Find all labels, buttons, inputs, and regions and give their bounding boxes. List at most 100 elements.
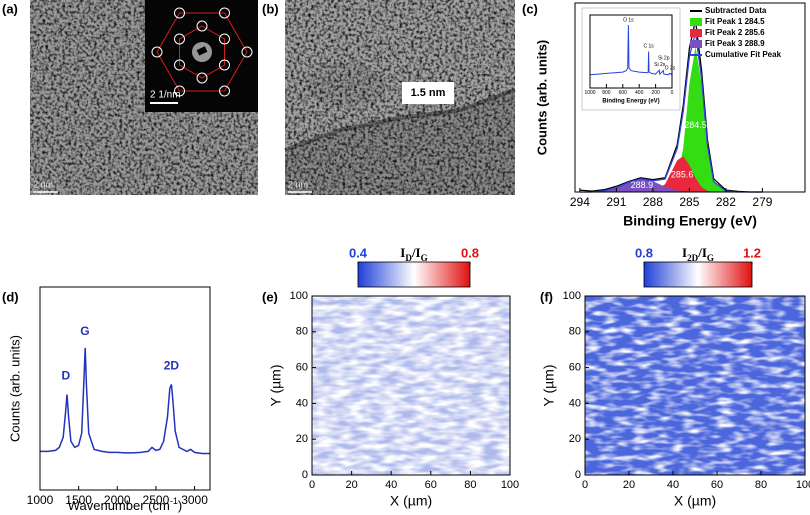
annotation: G [80, 324, 89, 338]
legend-swatch [690, 40, 702, 48]
x-tick-label: 0 [309, 479, 315, 491]
x-tick-label: 285 [679, 195, 699, 209]
x-tick-label: 80 [464, 479, 476, 491]
x-tick-label: 800 [602, 90, 611, 96]
fit-peak-area [579, 178, 763, 192]
spectrum-line [40, 347, 210, 455]
annotation: 2D [164, 358, 180, 372]
x-tick-label: 40 [385, 479, 397, 491]
annotation: C 1s [643, 44, 654, 50]
x-tick-label: 279 [752, 195, 772, 209]
colorbar-label-part: 2D [687, 253, 699, 263]
inset-line [589, 24, 673, 76]
x-tick-label: 2000 [104, 493, 131, 507]
x-axis-label: Binding Energy (eV) [623, 213, 757, 229]
colorbar-tick-label: 0.4 [349, 245, 368, 260]
scale-label: 2 nm [33, 179, 53, 189]
y-axis-label: Y (µm) [541, 364, 557, 406]
x-tick-label: 400 [635, 90, 644, 96]
annotation: 284.5 [684, 120, 707, 130]
panel-label: (e) [262, 289, 278, 304]
legend-label: Fit Peak 1 284.5 [705, 17, 765, 26]
x-axis-label: Wavenumber (cm-1) [68, 496, 183, 513]
x-tick-label: 600 [619, 90, 628, 96]
y-tick-label: 0 [575, 469, 581, 481]
x-axis-label-part: -1 [170, 496, 178, 506]
thickness-label: 1.5 nm [411, 87, 446, 99]
colorbar-label: I2D/IG [682, 245, 714, 263]
x-tick-label: 0 [671, 90, 674, 96]
legend-label: Cumulative Fit Peak [705, 50, 782, 59]
map-texture [312, 296, 510, 475]
colorbar-tick-label: 1.2 [743, 245, 761, 260]
plot-frame [589, 14, 673, 89]
colorbar-label-part: I [682, 245, 687, 260]
colorbar [643, 261, 753, 288]
inset-x-label: Binding Energy (eV) [602, 99, 659, 105]
annotation: Si 2s [654, 62, 666, 68]
y-tick-label: 60 [569, 362, 581, 374]
x-tick-label: 100 [501, 479, 519, 491]
panel-label: (f) [540, 289, 553, 304]
colorbar-label: ID/IG [400, 245, 427, 263]
legend-swatch [690, 29, 702, 37]
x-tick-label: 80 [755, 479, 767, 491]
colorbar-tick-label: 0.8 [635, 245, 653, 260]
x-tick-label: 40 [667, 479, 679, 491]
x-tick-label: 200 [651, 90, 660, 96]
x-tick-label: 294 [570, 195, 590, 209]
x-axis-label: X (µm) [390, 493, 432, 509]
colorbar-label-part: I [400, 245, 405, 260]
legend-label: Subtracted Data [705, 6, 767, 15]
legend-label: Fit Peak 3 288.9 [705, 39, 765, 48]
x-tick-label: 291 [606, 195, 626, 209]
x-tick-label: 60 [711, 479, 723, 491]
x-tick-label: 1000 [27, 493, 54, 507]
plot-frame [584, 295, 806, 476]
colorbar-label-part: G [421, 253, 428, 263]
colorbar-label-part: /I [697, 245, 707, 260]
tem-image-a: 2 1/nm 2 nm [30, 0, 258, 195]
colorbar-label-part: /I [411, 245, 421, 260]
x-tick-label: 60 [425, 479, 437, 491]
y-tick-label: 100 [290, 290, 308, 302]
x-tick-label: 0 [582, 479, 588, 491]
x-tick-label: 3000 [181, 493, 208, 507]
x-tick-label: 1000 [584, 90, 595, 96]
y-tick-label: 20 [569, 433, 581, 445]
x-tick-label: 1500 [65, 493, 92, 507]
colorbar [357, 261, 471, 288]
plot-frame [39, 286, 211, 491]
legend-label: Fit Peak 2 285.6 [705, 28, 765, 37]
y-axis-label: Y (µm) [268, 364, 284, 406]
panel-label: (a) [2, 1, 18, 16]
y-axis-label: Counts (arb. units) [534, 40, 549, 156]
y-axis-label: Counts (arb. units) [7, 335, 22, 442]
x-tick-label: 282 [716, 195, 736, 209]
y-tick-label: 40 [296, 397, 308, 409]
inset-background [581, 7, 681, 111]
colorbar-label-part: G [707, 253, 714, 263]
y-tick-label: 20 [296, 433, 308, 445]
x-tick-label: 20 [623, 479, 635, 491]
plot-frame [574, 2, 806, 193]
annotation: Si 2p [658, 55, 670, 61]
x-axis-label-part: Wavenumber (cm [68, 498, 170, 513]
y-tick-label: 80 [569, 326, 581, 338]
fit-peak-area [579, 156, 763, 192]
y-tick-label: 60 [296, 362, 308, 374]
y-tick-label: 0 [302, 469, 308, 481]
annotation: O 2s [665, 65, 676, 71]
legend-swatch [690, 18, 702, 26]
y-tick-label: 100 [563, 290, 581, 302]
plot-frame [311, 295, 511, 476]
panel-label: (c) [522, 1, 538, 16]
x-tick-label: 288 [643, 195, 663, 209]
y-tick-label: 40 [569, 397, 581, 409]
x-tick-label: 20 [345, 479, 357, 491]
inset-scale-label: 2 1/nm [150, 90, 181, 101]
x-tick-label: 100 [796, 479, 810, 491]
panel-label: (d) [2, 289, 19, 304]
